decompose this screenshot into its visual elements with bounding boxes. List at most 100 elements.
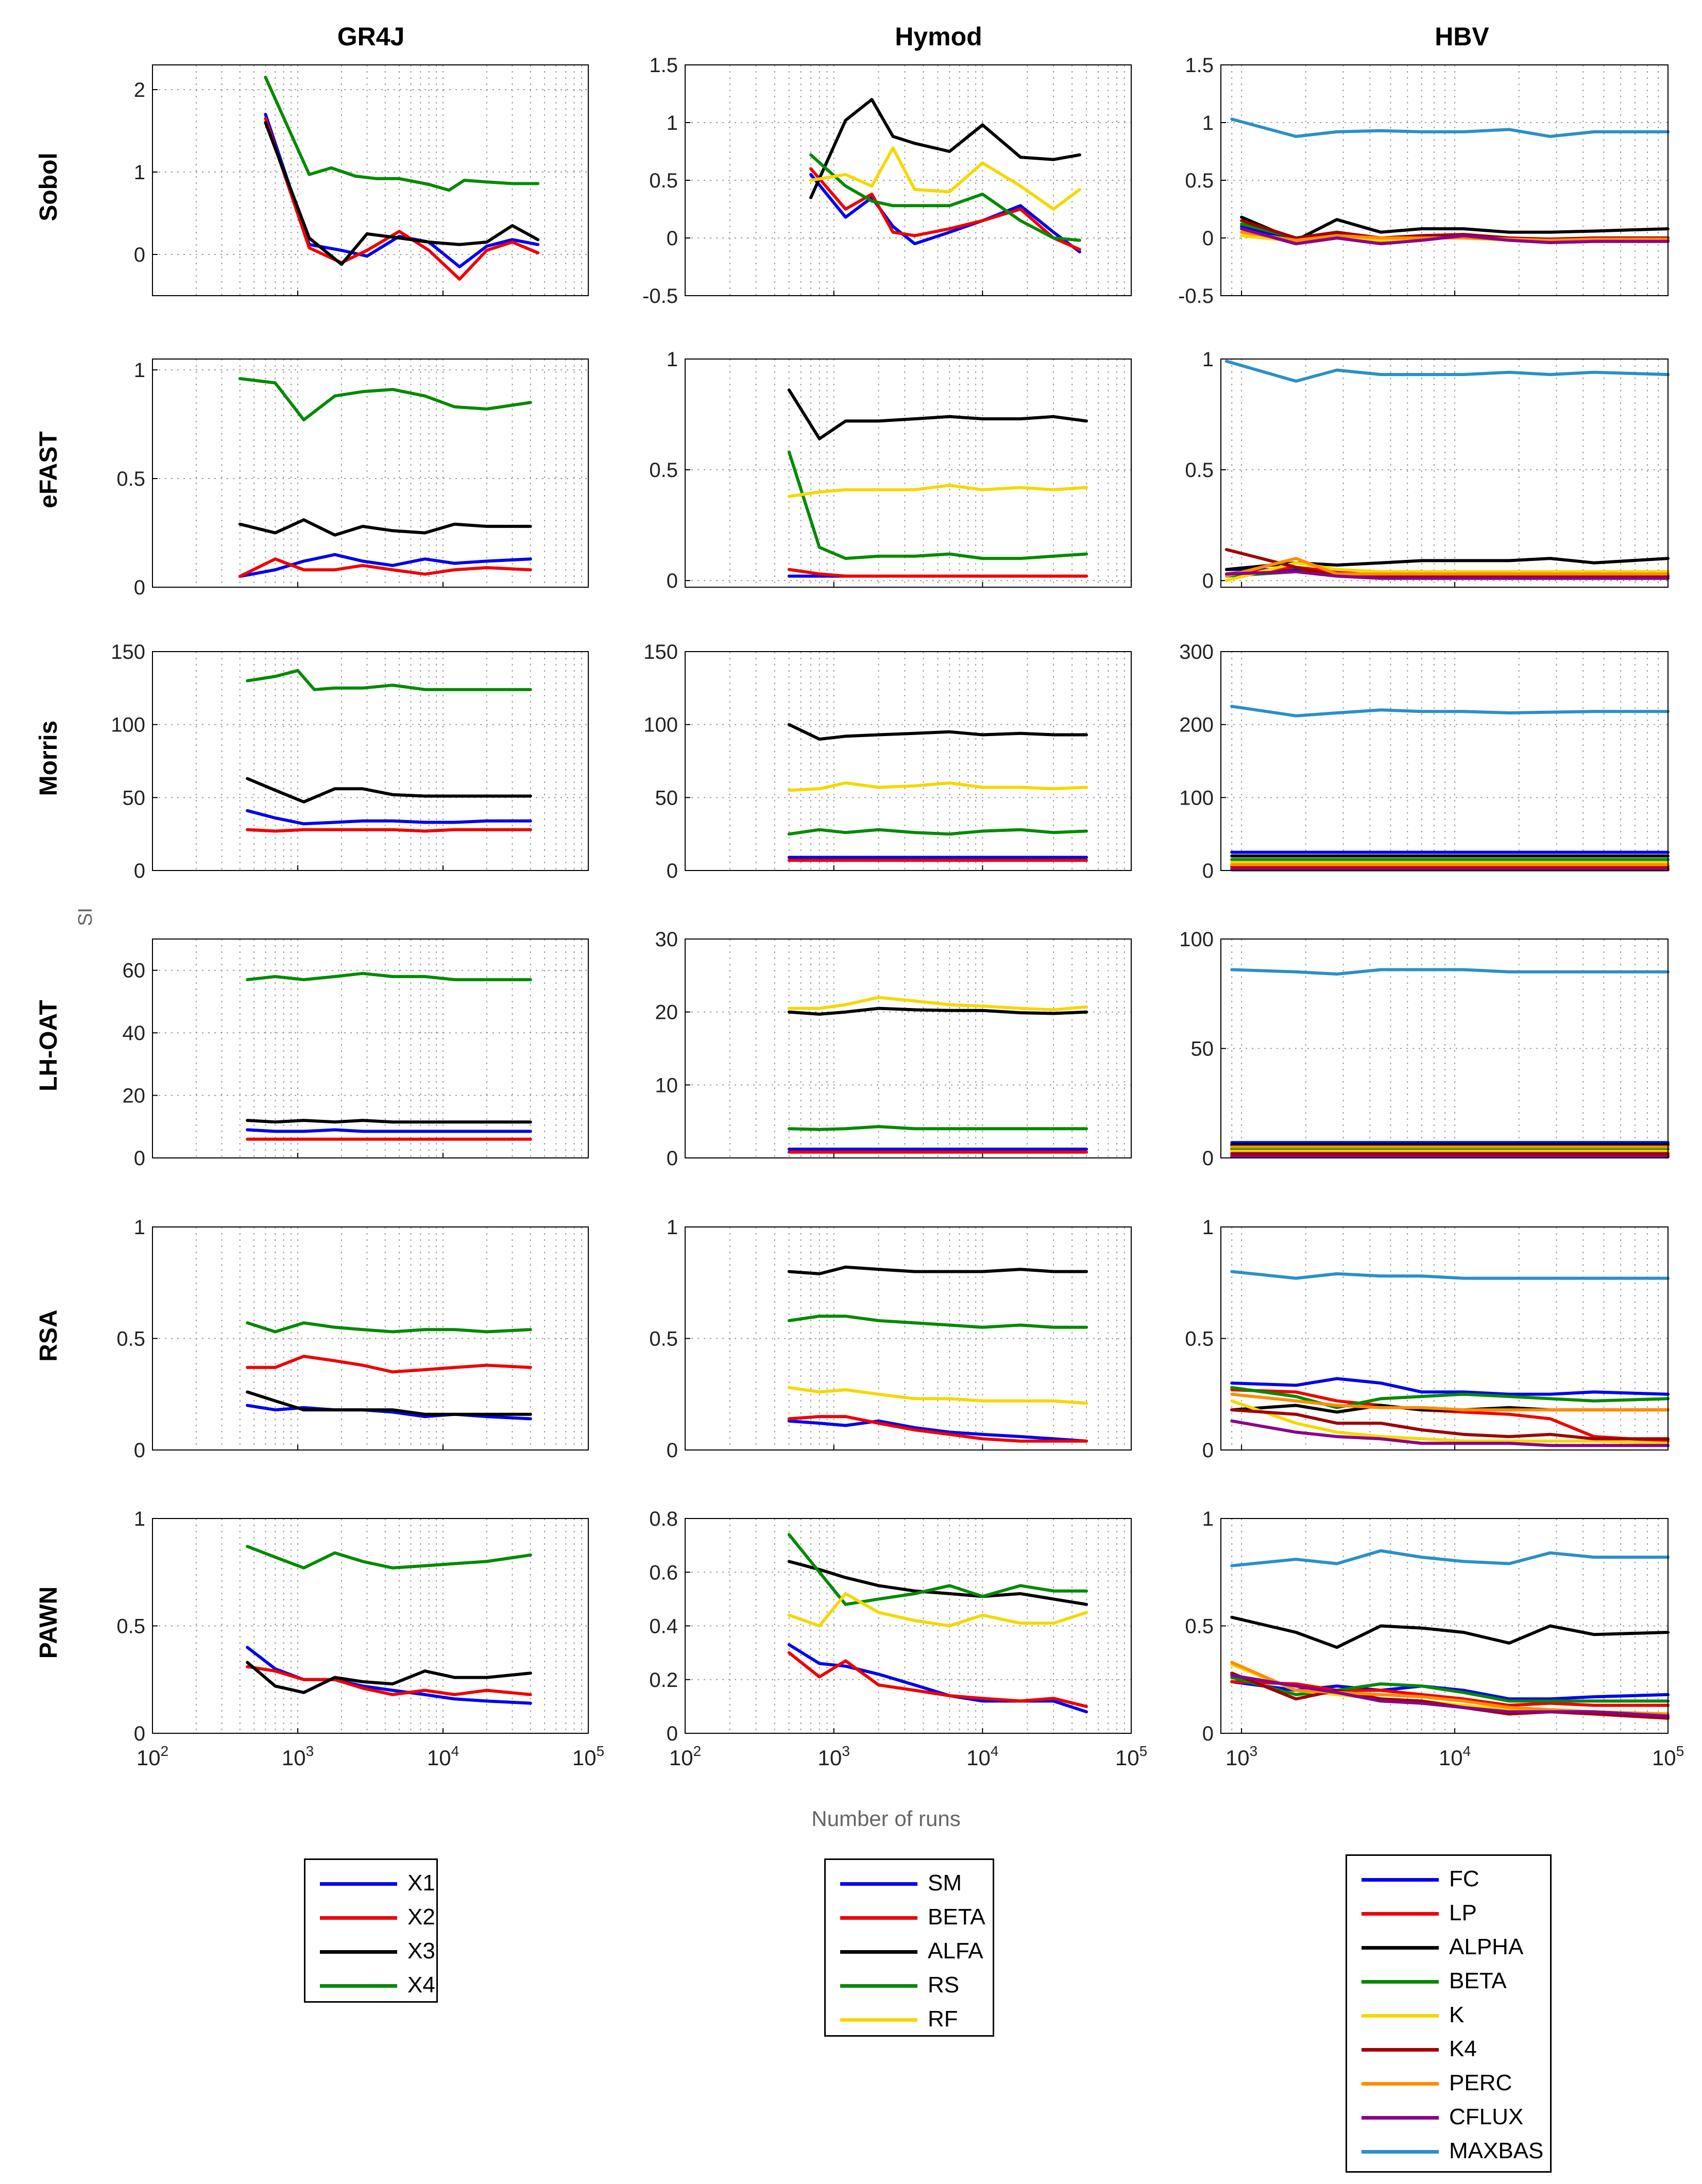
panel-efast-gr4j-ytick-label: 0: [134, 576, 145, 599]
legend-entry-rf: RF: [826, 2002, 993, 2036]
panel-pawn-gr4j-frame: [152, 1518, 589, 1734]
panel-pawn-hymod-xtick-label: 103: [818, 1743, 850, 1770]
panel-pawn-hymod-ytick-label: 0.6: [649, 1561, 678, 1584]
panel-rsa-hbv-series-k4: [1230, 1408, 1670, 1441]
panel-sobol-hymod-series-alfa: [809, 98, 1081, 199]
legend-label: FC: [1449, 1866, 1479, 1891]
panel-efast-gr4j-grid: [152, 359, 588, 587]
panel-efast-hymod-series-rs: [787, 450, 1088, 560]
panel-lh-oat-gr4j-ytick-label: 20: [123, 1085, 146, 1107]
panel-morris-gr4j: 0 50 100 150: [111, 641, 589, 882]
panel-sobol-hbv-ytick-label: -0.5: [1178, 285, 1214, 308]
panel-rsa-gr4j-series-x3: [246, 1390, 532, 1416]
row-title-efast: eFAST: [35, 431, 62, 508]
legend-gr4j: X1 X2 X3 X4: [304, 1858, 438, 2003]
panel-efast-hymod-series-beta: [787, 568, 1088, 578]
panel-rsa-gr4j-series-x2: [246, 1355, 532, 1374]
legend-swatch: [840, 1916, 917, 1920]
panel-rsa-gr4j-frame: [152, 1226, 589, 1451]
panel-pawn-gr4j-xtick-label: 104: [427, 1743, 459, 1770]
column-title-hymod: Hymod: [895, 22, 982, 51]
legend-entry-x1: X1: [305, 1866, 436, 1900]
legend-swatch: [1361, 1980, 1439, 1984]
panel-pawn-hbv-series-maxbas: [1230, 1549, 1670, 1567]
panel-rsa-gr4j-ytick-label: 1: [134, 1216, 145, 1239]
panel-rsa-gr4j-series-x4: [246, 1321, 532, 1334]
panels: 012-0.500.511.5-0.500.511.500.5100.5100.…: [111, 54, 1684, 1770]
column-title-hbv: HBV: [1435, 22, 1489, 51]
panel-pawn-gr4j-xtick-label: 105: [572, 1743, 604, 1770]
panel-efast-hymod-series-rf: [787, 484, 1088, 498]
panel-efast-gr4j-frame: [152, 359, 589, 588]
panel-efast-hbv-frame: [1220, 359, 1669, 588]
panel-morris-hymod-ytick-label: 100: [643, 714, 678, 737]
legend-label: X2: [407, 1904, 435, 1930]
panel-morris-hbv-grid: [1221, 652, 1668, 871]
legend-entry-alpha: ALPHA: [1347, 1930, 1550, 1964]
panel-pawn-gr4j-ytick-label: 0: [134, 1722, 145, 1745]
panel-lh-oat-hbv-ytick-label: 50: [1191, 1038, 1214, 1061]
panel-morris-hbv-frame: [1220, 651, 1669, 871]
panel-efast-gr4j-series-x4: [238, 377, 532, 422]
panel-sobol-hbv-frame: [1220, 64, 1669, 296]
panel-pawn-hbv: 0 0.5 1 103 104 105: [1185, 1508, 1684, 1770]
legend-label: RS: [928, 1972, 960, 1998]
panel-pawn-hymod-ytick-label: 0: [667, 1722, 678, 1745]
legend-entry-x3: X3: [305, 1934, 436, 1968]
panel-efast-hymod-grid: [685, 359, 1131, 587]
panel-morris-gr4j-series-x1: [246, 809, 532, 826]
panel-morris-hbv-ytick-label: 100: [1179, 787, 1214, 809]
panel-pawn-hbv-series-cflux: [1230, 1674, 1670, 1718]
panel-rsa-gr4j-ytick-label: 0: [134, 1439, 145, 1462]
panel-sobol-hymod-series-sm: [809, 173, 1081, 253]
panel-morris-hymod-series-alfa: [787, 723, 1088, 741]
panel-pawn-gr4j-grid: [152, 1518, 588, 1733]
panel-sobol-hymod-series-rf: [809, 146, 1081, 211]
panel-morris-gr4j-ytick-label: 0: [134, 860, 145, 882]
panel-rsa-hymod-ytick-label: 1: [667, 1216, 678, 1239]
panel-sobol-hbv-ytick-label: 0.5: [1185, 169, 1214, 192]
panel-pawn-gr4j-series-x4: [246, 1545, 532, 1569]
panel-efast-hbv-series-cflux: [1224, 570, 1670, 580]
row-title-pawn: PAWN: [35, 1586, 62, 1659]
legend-swatch: [320, 1950, 397, 1954]
panel-morris-hbv-ytick-label: 0: [1202, 860, 1214, 882]
legend-label: ALPHA: [1449, 1934, 1524, 1959]
panel-pawn-hymod-grid: [685, 1518, 1131, 1733]
legend-entry-lp: LP: [1347, 1896, 1550, 1930]
panel-efast-hbv-ytick-label: 1: [1202, 348, 1214, 371]
panel-pawn-hymod: 0 0.2 0.4 0.6 0.8 102 103 104 105: [649, 1508, 1147, 1770]
panel-rsa-hymod-series-rf: [787, 1386, 1088, 1405]
panel-pawn-hymod-xtick-label: 105: [1115, 1743, 1147, 1770]
panel-pawn-gr4j-xtick-label: 103: [282, 1743, 314, 1770]
panel-pawn-gr4j-ytick-label: 0.5: [116, 1615, 145, 1638]
panel-pawn-hymod-series-rs: [787, 1533, 1088, 1606]
legend-swatch: [1361, 2082, 1439, 2086]
panel-pawn-hbv-xtick-label: 105: [1652, 1743, 1684, 1770]
legend-label: PERC: [1449, 2070, 1512, 2095]
panel-morris-hymod-series-rf: [787, 781, 1088, 792]
legend-entry-k: K: [1347, 1998, 1550, 2032]
panel-morris-gr4j-ytick-label: 100: [111, 714, 145, 737]
panel-rsa-hbv-series-maxbas: [1230, 1270, 1670, 1280]
panel-morris-hymod-series-rs: [787, 828, 1088, 836]
panel-morris-hbv-ytick-label: 300: [1179, 641, 1214, 663]
panel-morris-hbv-ytick-label: 200: [1179, 714, 1214, 737]
panel-rsa-hbv-frame: [1220, 1226, 1669, 1451]
panel-pawn-gr4j: 0 0.5 1 102 103 104 105: [116, 1508, 604, 1770]
legend-swatch: [840, 1882, 917, 1886]
panel-rsa-hbv-series-perc: [1230, 1392, 1670, 1412]
legend-entry-x4: X4: [305, 1968, 436, 2002]
panel-sobol-hymod-series-rs: [809, 153, 1081, 242]
panel-lh-oat-hymod-background: [685, 939, 1131, 1158]
legend-label: CFLUX: [1449, 2104, 1524, 2129]
panel-pawn-gr4j-series-x2: [246, 1665, 532, 1696]
legend-label: RF: [928, 2006, 958, 2032]
legend-swatch: [1361, 2150, 1439, 2154]
panel-lh-oat-gr4j-series-x1: [246, 1128, 532, 1133]
panel-pawn-hymod-frame: [685, 1518, 1132, 1734]
column-title-gr4j: GR4J: [337, 22, 405, 51]
panel-rsa-gr4j-grid: [152, 1227, 588, 1450]
panel-lh-oat-hymod-series-alfa: [787, 1006, 1088, 1016]
